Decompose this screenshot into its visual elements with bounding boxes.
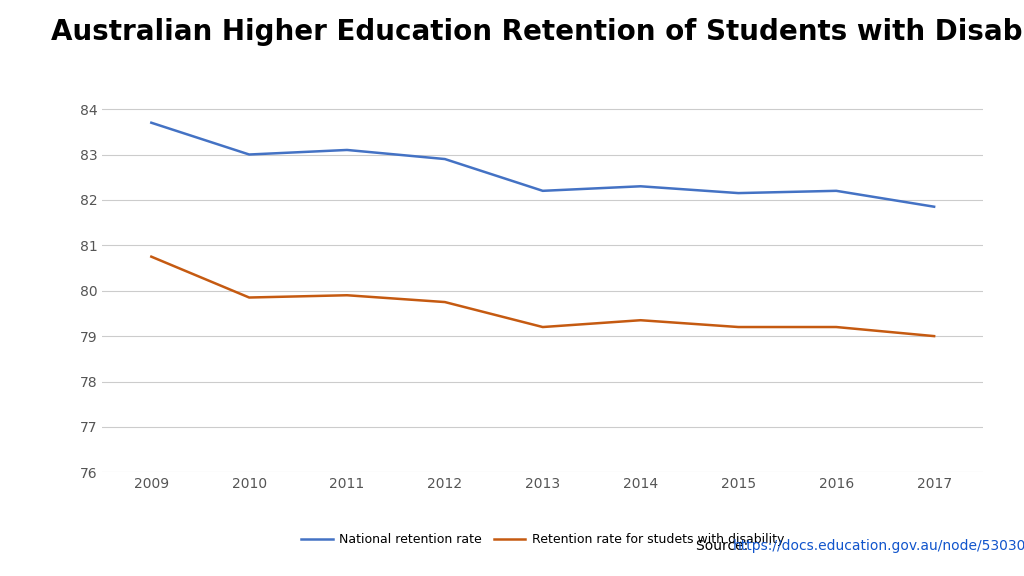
Text: https://docs.education.gov.au/node/53030: https://docs.education.gov.au/node/53030 (733, 539, 1024, 553)
Legend: National retention rate, Retention rate for studets with disability: National retention rate, Retention rate … (296, 528, 790, 551)
Text: Australian Higher Education Retention of Students with Disability (after 1: Australian Higher Education Retention of… (51, 18, 1024, 46)
Text: Source:: Source: (696, 539, 753, 553)
